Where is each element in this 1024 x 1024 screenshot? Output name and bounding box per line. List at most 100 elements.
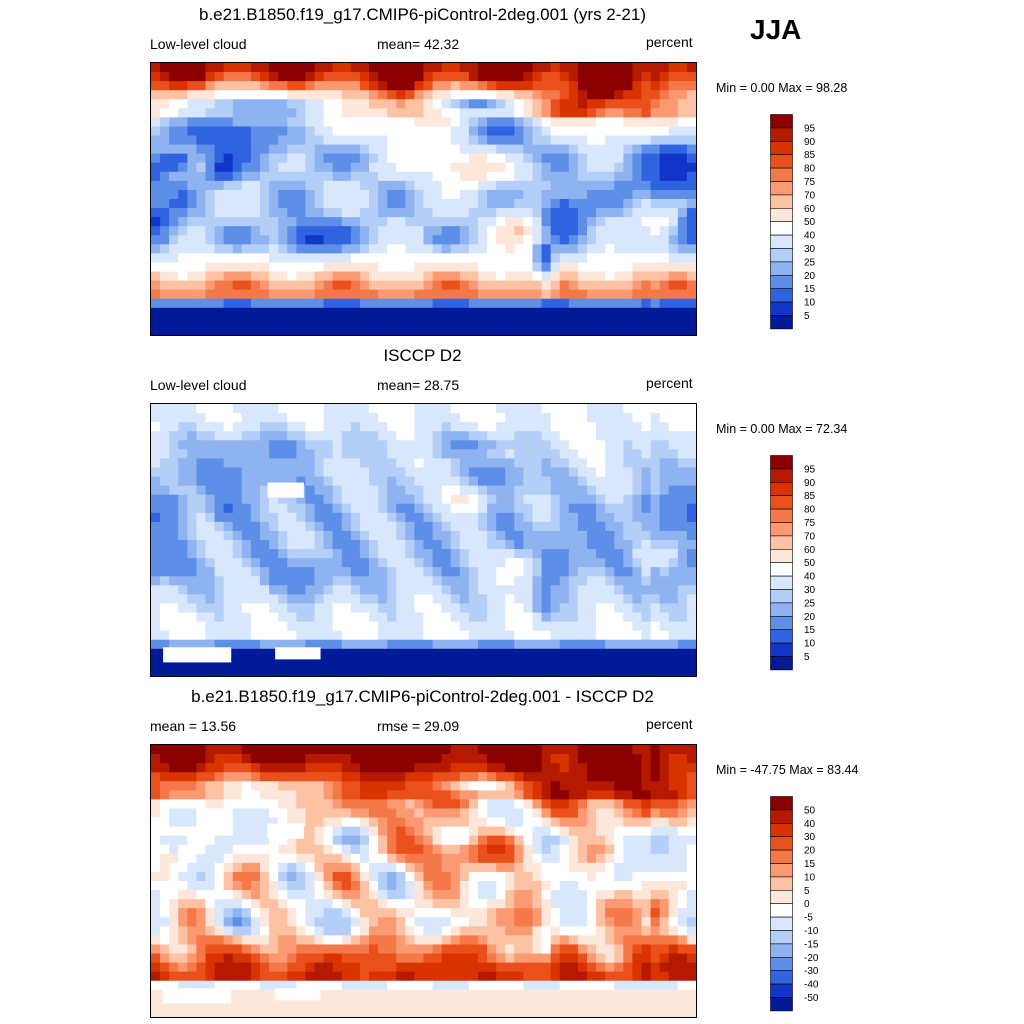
colorbar-tick-label: 10 bbox=[804, 298, 816, 309]
colorbar-tick-label: 20 bbox=[804, 846, 816, 857]
panel-2-colorbar: 95 90 85 80 75 70 60 50 40 30 25 20 15 10 5 bbox=[770, 455, 816, 671]
colorbar-swatch bbox=[770, 455, 793, 470]
colorbar-swatch bbox=[770, 301, 793, 316]
panel-3-minmax: Min = -47.75 Max = 83.44 bbox=[716, 763, 859, 777]
colorbar-swatch bbox=[770, 616, 793, 631]
colorbar-swatch bbox=[770, 822, 793, 837]
map-field bbox=[151, 404, 696, 676]
colorbar-swatch bbox=[770, 970, 793, 985]
panel-1-units: percent bbox=[646, 34, 693, 50]
panel-1-minmax: Min = 0.00 Max = 98.28 bbox=[716, 81, 848, 95]
colorbar-swatch bbox=[770, 957, 793, 972]
map-field bbox=[151, 63, 696, 335]
colorbar-tick-label: 30 bbox=[804, 244, 816, 255]
colorbar-swatch bbox=[770, 127, 793, 142]
colorbar-swatch bbox=[770, 114, 793, 129]
colorbar-swatch bbox=[770, 836, 793, 851]
colorbar-tick-label: 40 bbox=[804, 572, 816, 583]
colorbar-swatch bbox=[770, 234, 793, 249]
colorbar-tick-label: 5 bbox=[804, 886, 810, 897]
colorbar-swatch bbox=[770, 522, 793, 537]
colorbar-tick-label: -50 bbox=[804, 993, 819, 1004]
panel-2-variable-label: Low-level cloud bbox=[150, 377, 247, 393]
colorbar-tick-label: 5 bbox=[804, 652, 810, 663]
colorbar-swatch bbox=[770, 890, 793, 905]
colorbar-swatch bbox=[770, 809, 793, 824]
colorbar-tick-label: 25 bbox=[804, 257, 816, 268]
colorbar-tick-label: 50 bbox=[804, 558, 816, 569]
colorbar-swatch bbox=[770, 315, 793, 330]
colorbar-swatch bbox=[770, 589, 793, 604]
season-label: JJA bbox=[750, 14, 802, 45]
panel-2-map bbox=[150, 403, 697, 677]
colorbar-tick-label: 30 bbox=[804, 585, 816, 596]
colorbar-swatch bbox=[770, 916, 793, 931]
panel-3-mean: mean = 13.56 bbox=[150, 718, 237, 734]
colorbar-swatch bbox=[770, 903, 793, 918]
colorbar-tick-label: 15 bbox=[804, 284, 816, 295]
colorbar-tick-label: 30 bbox=[804, 832, 816, 843]
colorbar-tick-label: 15 bbox=[804, 859, 816, 870]
colorbar-swatch bbox=[770, 656, 793, 671]
colorbar-tick-label: 75 bbox=[804, 177, 816, 188]
colorbar-tick-label: 25 bbox=[804, 598, 816, 609]
colorbar-swatch bbox=[770, 549, 793, 564]
colorbar-tick-label: 15 bbox=[804, 625, 816, 636]
colorbar-tick-label: 10 bbox=[804, 639, 816, 650]
colorbar-swatch bbox=[770, 468, 793, 483]
colorbar-tick-label: -15 bbox=[804, 939, 819, 950]
panel-2-mean: mean= 28.75 bbox=[377, 377, 460, 393]
colorbar-tick-label: 20 bbox=[804, 271, 816, 282]
colorbar-swatch bbox=[770, 208, 793, 223]
colorbar-swatch bbox=[770, 261, 793, 276]
colorbar-tick-label: 95 bbox=[804, 464, 816, 475]
panel-2-units: percent bbox=[646, 375, 693, 391]
panel-3-map bbox=[150, 744, 697, 1018]
colorbar-swatch bbox=[770, 140, 793, 155]
colorbar-swatch bbox=[770, 629, 793, 644]
colorbar-swatch bbox=[770, 275, 793, 290]
colorbar-tick-label: 85 bbox=[804, 491, 816, 502]
colorbar-tick-label: 90 bbox=[804, 137, 816, 148]
colorbar-swatch bbox=[770, 535, 793, 550]
colorbar-swatch bbox=[770, 181, 793, 196]
panel-1-mean: mean= 42.32 bbox=[377, 36, 460, 52]
colorbar-swatch bbox=[770, 508, 793, 523]
panel-1-colorbar: 95 90 85 80 75 70 60 50 40 30 25 20 15 10 5 bbox=[770, 114, 816, 330]
panel-3-title: b.e21.B1850.f19_g17.CMIP6-piControl-2deg… bbox=[191, 687, 654, 706]
map-field bbox=[151, 745, 696, 1017]
colorbar-tick-label: 40 bbox=[804, 819, 816, 830]
colorbar-swatch bbox=[770, 602, 793, 617]
colorbar-tick-label: 40 bbox=[804, 231, 816, 242]
colorbar-swatch bbox=[770, 796, 793, 811]
panel-1-variable-label: Low-level cloud bbox=[150, 36, 247, 52]
colorbar-swatch bbox=[770, 863, 793, 878]
panel-3-units: percent bbox=[646, 716, 693, 732]
colorbar-swatch bbox=[770, 575, 793, 590]
colorbar-swatch bbox=[770, 997, 793, 1012]
colorbar-swatch bbox=[770, 154, 793, 169]
colorbar-swatch bbox=[770, 167, 793, 182]
colorbar-swatch bbox=[770, 194, 793, 209]
colorbar-tick-label: 0 bbox=[804, 899, 810, 910]
colorbar-tick-label: 60 bbox=[804, 545, 816, 556]
colorbar-tick-label: 90 bbox=[804, 478, 816, 489]
colorbar-swatch bbox=[770, 849, 793, 864]
colorbar-tick-label: -5 bbox=[804, 913, 813, 924]
colorbar-swatch bbox=[770, 288, 793, 303]
colorbar-swatch bbox=[770, 221, 793, 236]
colorbar-tick-label: 5 bbox=[804, 311, 810, 322]
panel-2-title: ISCCP D2 bbox=[383, 346, 462, 365]
colorbar-tick-label: 75 bbox=[804, 518, 816, 529]
colorbar-tick-label: 85 bbox=[804, 150, 816, 161]
colorbar-tick-label: 70 bbox=[804, 531, 816, 542]
colorbar-tick-label: -30 bbox=[804, 966, 819, 977]
panel-1-title: b.e21.B1850.f19_g17.CMIP6-piControl-2deg… bbox=[199, 5, 646, 24]
colorbar-tick-label: 20 bbox=[804, 612, 816, 623]
colorbar-tick-label: -40 bbox=[804, 980, 819, 991]
colorbar-tick-label: -20 bbox=[804, 953, 819, 964]
colorbar-tick-label: 95 bbox=[804, 123, 816, 134]
panel-2-minmax: Min = 0.00 Max = 72.34 bbox=[716, 422, 848, 436]
colorbar-swatch bbox=[770, 481, 793, 496]
